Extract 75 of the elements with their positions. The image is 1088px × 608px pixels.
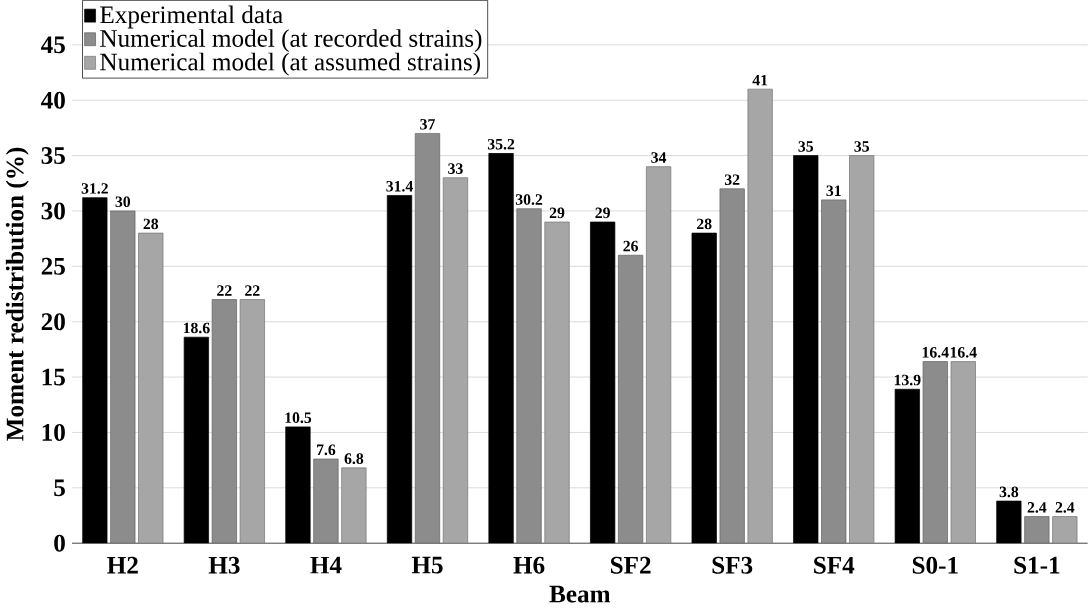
bar xyxy=(849,155,875,543)
bar xyxy=(1052,516,1078,543)
data-label: 33 xyxy=(448,163,463,174)
bar xyxy=(950,361,976,543)
data-label: 18.6 xyxy=(183,322,210,334)
x-tick-label: SF2 xyxy=(610,556,651,574)
x-tick-label: H2 xyxy=(107,556,138,574)
bar xyxy=(1024,516,1050,543)
bar xyxy=(618,254,644,543)
data-label: 30.2 xyxy=(515,194,543,205)
y-axis-title: Moment redistribution (%) xyxy=(5,147,29,441)
data-label: 35.2 xyxy=(487,138,515,150)
legend-label: Numerical model (at assumed strains) xyxy=(100,52,480,76)
data-label: 32 xyxy=(724,174,740,185)
data-label: 31.2 xyxy=(81,183,108,194)
data-label: 30 xyxy=(115,196,131,207)
x-axis-title: Beam xyxy=(549,585,611,603)
bar xyxy=(645,166,672,543)
data-label: 2.4 xyxy=(1027,501,1047,513)
x-tick-label: H3 xyxy=(208,556,240,574)
x-tick-label: S0-1 xyxy=(912,556,958,574)
x-tick-label: S1-1 xyxy=(1014,556,1060,574)
y-tick-label: 35 xyxy=(41,146,65,164)
x-tick-label: SF4 xyxy=(814,556,855,574)
data-label: 29 xyxy=(549,207,565,219)
data-label: 16.4 xyxy=(950,346,977,358)
y-tick-label: 40 xyxy=(41,91,65,109)
y-tick-label: 25 xyxy=(41,257,65,275)
bar xyxy=(138,232,164,543)
data-label: 3.8 xyxy=(999,486,1019,498)
data-label: 41 xyxy=(752,74,768,86)
bar xyxy=(110,210,136,543)
x-tick-label: H5 xyxy=(411,556,443,574)
y-tick-label: 30 xyxy=(41,202,65,220)
data-label: 22 xyxy=(245,285,260,296)
data-label: 34 xyxy=(651,152,667,163)
legend-label: Numerical model (at recorded strains) xyxy=(100,29,482,52)
bar xyxy=(239,299,265,543)
data-label: 6.8 xyxy=(344,453,364,464)
data-label: 31.4 xyxy=(386,180,413,192)
bar xyxy=(821,199,847,543)
bar xyxy=(516,208,542,543)
bar xyxy=(341,467,367,543)
data-label: 22 xyxy=(217,285,232,296)
data-label: 10.5 xyxy=(285,412,312,423)
data-label: 29 xyxy=(595,207,610,219)
bar xyxy=(719,188,745,543)
y-tick-label: 20 xyxy=(41,313,65,331)
data-label: 7.6 xyxy=(316,444,336,455)
x-tick-label: H6 xyxy=(513,556,545,574)
bar xyxy=(211,299,237,543)
data-label: 13.9 xyxy=(894,374,921,386)
y-tick-label: 0 xyxy=(54,534,65,552)
data-label: 37 xyxy=(420,118,435,130)
y-tick-label: 10 xyxy=(42,423,65,441)
data-label: 31 xyxy=(826,185,841,196)
data-label: 26 xyxy=(623,240,639,252)
bar xyxy=(747,88,773,543)
x-tick-label: H4 xyxy=(310,556,342,574)
bar xyxy=(313,458,339,543)
bar xyxy=(922,361,948,543)
data-label: 2.4 xyxy=(1055,501,1075,513)
bar xyxy=(442,177,469,543)
y-tick-label: 5 xyxy=(54,479,65,496)
bar xyxy=(414,132,441,543)
x-tick-label: SF3 xyxy=(712,556,753,574)
data-label: 28 xyxy=(696,218,712,230)
data-label: 28 xyxy=(143,218,159,230)
data-label: 35 xyxy=(798,140,814,152)
data-label: 35 xyxy=(854,140,869,152)
bar xyxy=(544,221,570,543)
data-label: 16.4 xyxy=(922,346,949,358)
legend-label: Experimental data xyxy=(100,5,283,29)
y-tick-label: 15 xyxy=(42,368,65,386)
y-tick-label: 45 xyxy=(41,36,65,54)
